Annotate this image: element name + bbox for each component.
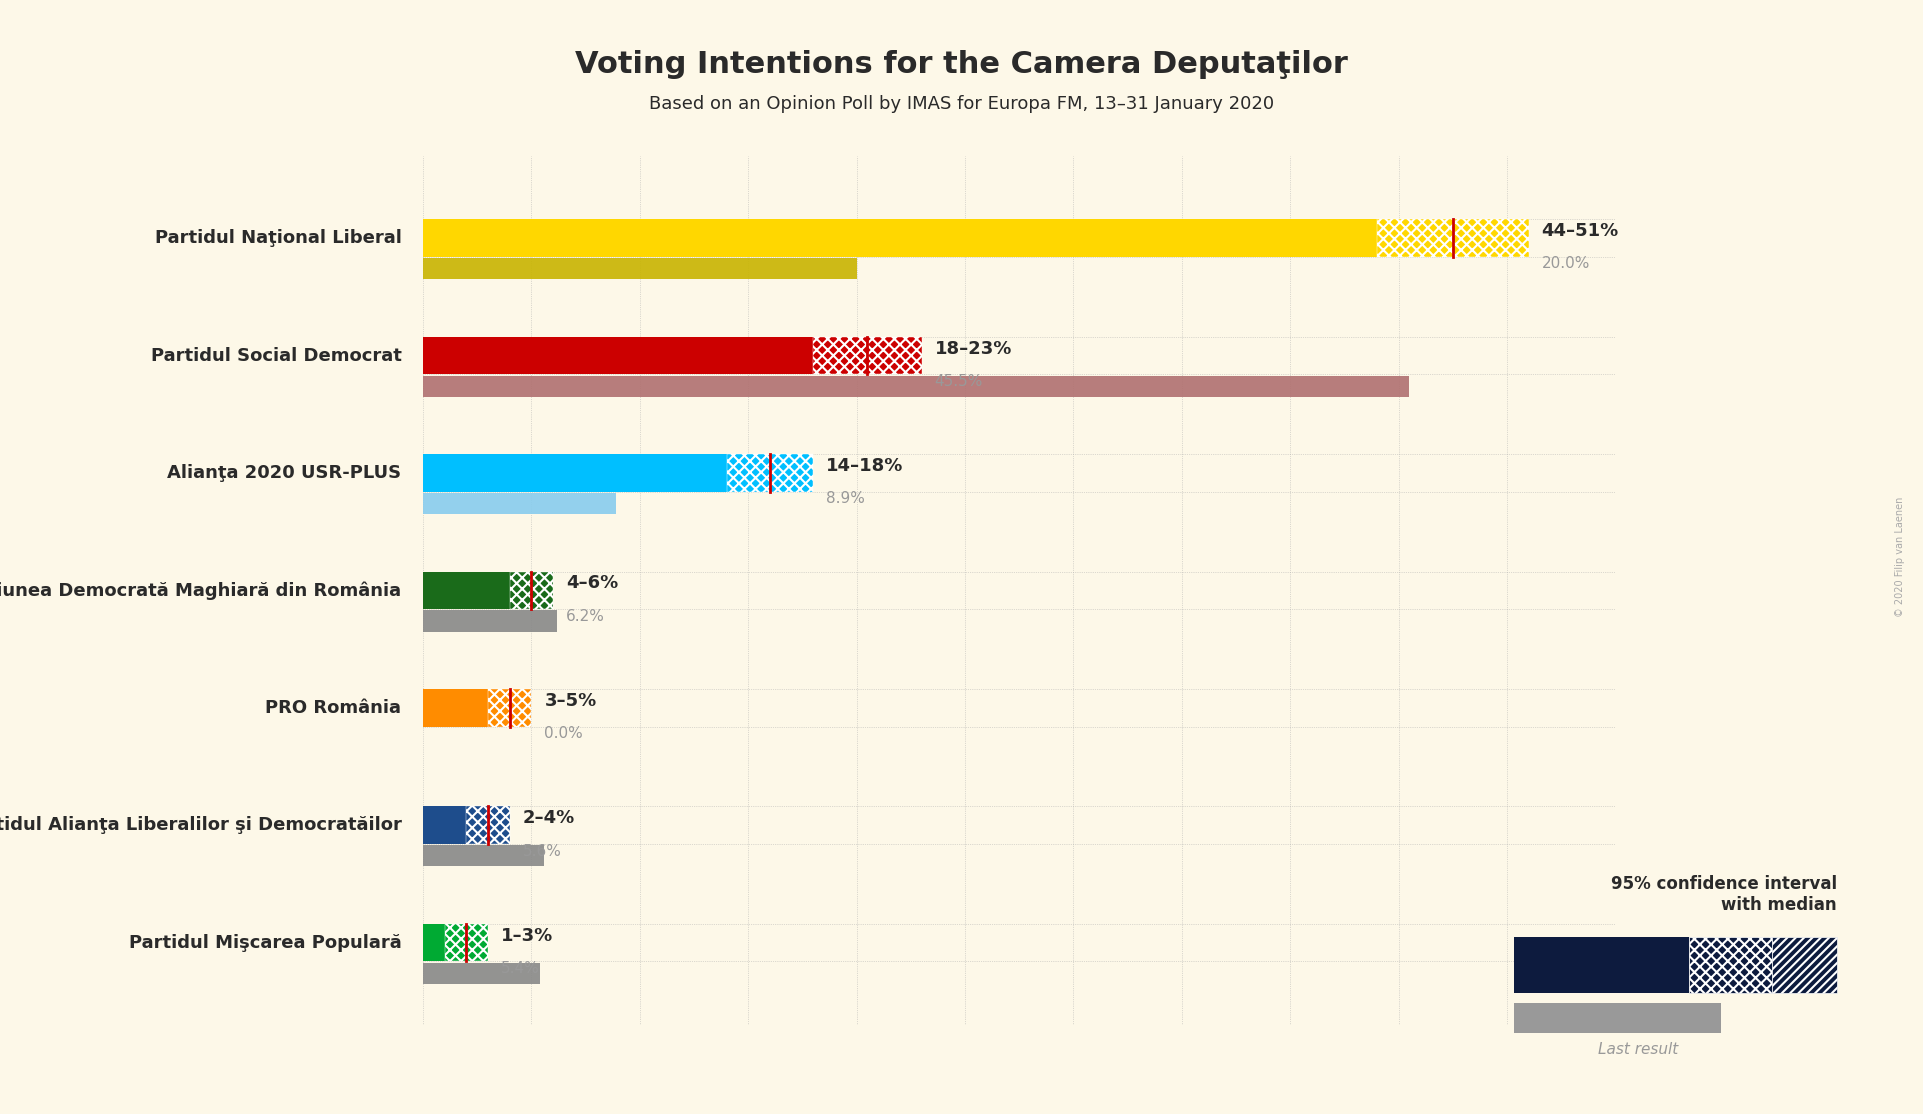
- Bar: [423, 455, 727, 491]
- Bar: [423, 807, 467, 844]
- Text: 6.2%: 6.2%: [565, 608, 606, 624]
- Bar: [488, 690, 531, 726]
- Bar: [467, 807, 510, 844]
- Bar: [1513, 1004, 1721, 1034]
- Text: 5.4%: 5.4%: [502, 961, 540, 976]
- Text: 1–3%: 1–3%: [502, 927, 554, 945]
- Text: Partidul Naţional Liberal: Partidul Naţional Liberal: [154, 229, 402, 247]
- Text: 44–51%: 44–51%: [1542, 222, 1619, 241]
- Bar: [423, 610, 558, 632]
- Text: 4–6%: 4–6%: [565, 575, 619, 593]
- Bar: [423, 219, 1377, 257]
- Bar: [423, 962, 540, 984]
- Text: 2–4%: 2–4%: [523, 809, 575, 828]
- Bar: [1688, 937, 1773, 994]
- Bar: [423, 924, 444, 961]
- Bar: [423, 690, 488, 726]
- Text: Alianţa 2020 USR-PLUS: Alianţa 2020 USR-PLUS: [167, 465, 402, 482]
- Text: 18–23%: 18–23%: [935, 340, 1011, 358]
- Text: PRO România: PRO România: [265, 698, 402, 716]
- Text: Partidul Social Democrat: Partidul Social Democrat: [150, 346, 402, 364]
- Text: 14–18%: 14–18%: [827, 457, 904, 475]
- Bar: [444, 924, 488, 961]
- Bar: [423, 571, 510, 609]
- Bar: [423, 494, 615, 514]
- Bar: [1377, 219, 1529, 257]
- Text: 5.6%: 5.6%: [523, 843, 562, 859]
- Bar: [423, 336, 813, 374]
- Text: 95% confidence interval
with median: 95% confidence interval with median: [1611, 874, 1836, 913]
- Text: Based on an Opinion Poll by IMAS for Europa FM, 13–31 January 2020: Based on an Opinion Poll by IMAS for Eur…: [648, 95, 1275, 113]
- Bar: [510, 571, 554, 609]
- Text: 8.9%: 8.9%: [827, 491, 865, 507]
- Text: Voting Intentions for the Camera Deputaţilor: Voting Intentions for the Camera Deputaţ…: [575, 50, 1348, 79]
- Bar: [423, 846, 544, 867]
- Text: Partidul Mişcarea Populară: Partidul Mişcarea Populară: [129, 934, 402, 951]
- Text: Uniunea Democrată Maghiară din România: Uniunea Democrată Maghiară din România: [0, 582, 402, 599]
- Bar: [727, 455, 813, 491]
- Text: Last result: Last result: [1598, 1043, 1679, 1057]
- Text: 20.0%: 20.0%: [1542, 256, 1590, 272]
- Bar: [423, 375, 1410, 397]
- Bar: [423, 258, 856, 280]
- Bar: [1773, 937, 1836, 994]
- Bar: [813, 336, 921, 374]
- Text: © 2020 Filip van Laenen: © 2020 Filip van Laenen: [1894, 497, 1906, 617]
- Text: 45.5%: 45.5%: [935, 374, 983, 389]
- Text: 0.0%: 0.0%: [544, 726, 583, 741]
- Bar: [1513, 937, 1688, 994]
- Text: Partidul Alianţa Liberalilor şi Democratăilor: Partidul Alianţa Liberalilor şi Democrat…: [0, 817, 402, 834]
- Text: 3–5%: 3–5%: [544, 692, 596, 710]
